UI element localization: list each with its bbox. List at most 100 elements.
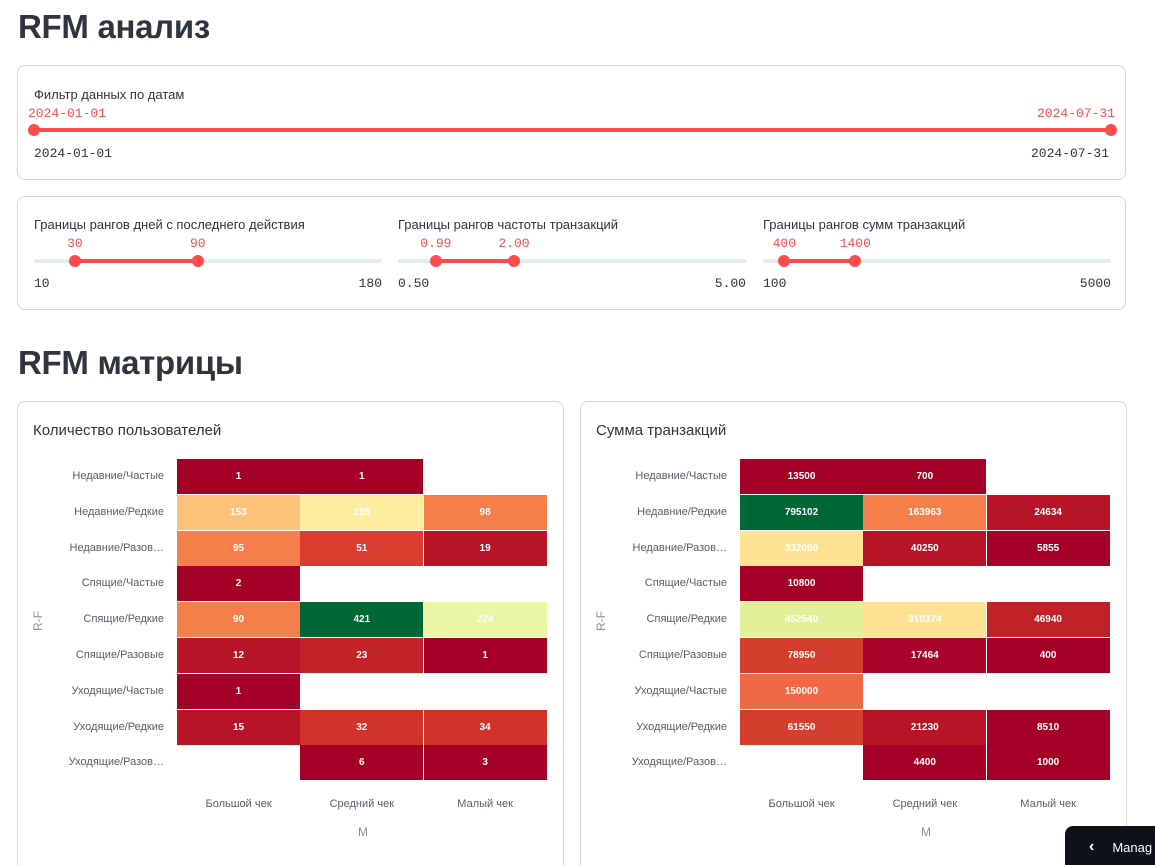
- heatmap-col-label: Малый чек: [457, 798, 513, 810]
- heatmap-cell[interactable]: 1: [423, 638, 547, 673]
- date-filter-panel: Фильтр данных по датам 2024-01-01 2024-0…: [17, 65, 1126, 180]
- page-title: RFM анализ: [18, 8, 210, 45]
- rank-slider-lo-thumb[interactable]: [68, 255, 81, 267]
- heatmap-row-label: Недавние/Частые: [72, 470, 164, 482]
- heatmap-cell[interactable]: 40250: [863, 530, 987, 566]
- heatmap-cell[interactable]: 12: [177, 638, 300, 673]
- rank-slider-lo-value: 30: [67, 236, 83, 251]
- heatmap-cell[interactable]: 61550: [740, 709, 863, 745]
- heatmap-cell[interactable]: 3: [423, 745, 547, 781]
- rank-slider-lo-value: 400: [772, 236, 796, 251]
- rank-slider-max: 5.00: [714, 276, 746, 291]
- heatmap-cell[interactable]: 2: [177, 566, 300, 602]
- heatmap-cell[interactable]: 32: [300, 709, 424, 745]
- heatmap-cell[interactable]: 310374: [863, 602, 987, 638]
- heatmap-cell[interactable]: 19: [423, 530, 547, 566]
- heatmap-row-label: Недавние/Разов…: [632, 541, 727, 554]
- heatmap-row-label: Спящие/Разовые: [75, 649, 164, 661]
- heatmap-cell[interactable]: 795102: [740, 494, 863, 530]
- heatmap-cell[interactable]: 17464: [863, 638, 987, 673]
- heatmap-cell[interactable]: 10800: [740, 566, 863, 602]
- heatmap-row-label: Уходящие/Редкие: [73, 720, 164, 733]
- heatmap-cell[interactable]: 51: [300, 530, 424, 566]
- heatmap-cell[interactable]: 224: [423, 602, 547, 638]
- rank-slider-lo-thumb[interactable]: [778, 255, 791, 267]
- heatmap-col-label: Малый чек: [1020, 798, 1076, 810]
- heatmap-cell[interactable]: 1: [177, 459, 300, 494]
- rank-slider-lo-thumb[interactable]: [429, 255, 442, 267]
- heatmap-cell[interactable]: 1000: [986, 745, 1110, 781]
- rank-slider-recency[interactable]: Границы рангов дней с последнего действи…: [34, 197, 382, 311]
- heatmap-cell[interactable]: 90: [177, 602, 300, 638]
- rank-slider-label: Границы рангов частоты транзакций: [398, 217, 619, 232]
- heatmap-cell[interactable]: 153: [177, 494, 300, 530]
- heatmap-cell[interactable]: 400: [986, 638, 1110, 673]
- heatmap-card-sum: Сумма транзакций Недавние/Частые 13500 700 Н…: [580, 401, 1127, 865]
- chart-title: Сумма транзакций: [596, 422, 727, 439]
- heatmap-cell[interactable]: 421: [300, 602, 424, 638]
- x-axis-title: M: [357, 825, 368, 839]
- rank-slider-min: 0.50: [398, 276, 430, 291]
- heatmap-cell[interactable]: 13500: [740, 459, 863, 494]
- heatmap-row-label: Спящие/Частые: [81, 577, 164, 590]
- heatmap-cell[interactable]: 98: [423, 494, 547, 530]
- date-slider-max: 2024-07-31: [1030, 146, 1109, 161]
- rank-slider-label: Границы рангов дней с последнего действи…: [34, 217, 305, 232]
- heatmap-cell[interactable]: 6: [300, 745, 424, 781]
- heatmap-cell[interactable]: 452540: [740, 602, 863, 638]
- date-slider-min: 2024-01-01: [34, 146, 113, 161]
- chevron-left-icon: ‹: [1089, 838, 1095, 855]
- heatmap-cell[interactable]: 8510: [986, 709, 1110, 745]
- heatmap-cell[interactable]: 163963: [863, 494, 987, 530]
- heatmap-cell[interactable]: 46940: [986, 602, 1110, 638]
- heatmap-cell[interactable]: 195: [300, 494, 424, 530]
- rank-slider-max: 5000: [1079, 276, 1111, 291]
- rank-slider-hi-value: 90: [189, 236, 206, 251]
- heatmap-row-label: Уходящие/Разов…: [631, 756, 727, 769]
- heatmap-cell[interactable]: 332090: [740, 530, 863, 566]
- heatmap-cell[interactable]: 34: [423, 709, 547, 745]
- manage-app-label: Manag: [1112, 839, 1153, 855]
- heatmap-row-label: Уходящие/Частые: [634, 684, 727, 697]
- heatmap-cell[interactable]: 5855: [986, 530, 1110, 566]
- heatmap-cell[interactable]: 95: [177, 530, 300, 566]
- y-axis-title: R-F: [594, 611, 608, 631]
- heatmap-cell[interactable]: 700: [863, 459, 987, 494]
- rank-slider-track: [34, 259, 382, 263]
- rank-slider-monetary[interactable]: Границы рангов сумм транзакций 400 1400 …: [763, 197, 1111, 311]
- rank-slider-hi-thumb[interactable]: [191, 255, 204, 267]
- heatmap-cell[interactable]: 1: [300, 459, 424, 494]
- rank-slider-hi-value: 2.00: [498, 236, 530, 251]
- rank-slider-min: 100: [763, 276, 787, 291]
- date-slider-start-thumb[interactable]: [28, 124, 40, 136]
- heatmap-cell[interactable]: 23: [300, 638, 424, 673]
- chart-title: Количество пользователей: [33, 422, 222, 439]
- heatmap-col-label: Средний чек: [329, 798, 395, 810]
- heatmap-row-label: Спящие/Редкие: [83, 613, 164, 626]
- manage-app-button[interactable]: ‹ Manag: [1065, 826, 1155, 865]
- heatmap-row-label: Уходящие/Частые: [71, 684, 164, 697]
- heatmap-col-label: Большой чек: [768, 798, 835, 810]
- x-axis-title: M: [920, 825, 931, 839]
- heatmap-row-label: Недавние/Разов…: [69, 541, 164, 554]
- heatmap-row-label: Недавние/Редкие: [637, 505, 727, 518]
- rank-slider-max: 180: [358, 276, 382, 291]
- rank-sliders-panel: Границы рангов дней с последнего действи…: [17, 196, 1126, 310]
- date-filter-label: Фильтр данных по датам: [34, 87, 185, 102]
- heatmap-row-label: Спящие/Частые: [644, 577, 727, 590]
- heatmap-cell[interactable]: 21230: [863, 709, 987, 745]
- rank-slider-hi-thumb[interactable]: [508, 255, 520, 267]
- heatmap-cell[interactable]: 1: [177, 673, 300, 709]
- date-slider-end-thumb[interactable]: [1105, 124, 1117, 136]
- heatmap-cell[interactable]: 4400: [863, 745, 987, 781]
- heatmap-col-label: Средний чек: [892, 798, 958, 810]
- date-slider-end-value: 2024-07-31: [1036, 106, 1115, 121]
- rank-slider-frequency[interactable]: Границы рангов частоты транзакций 0.99 2…: [398, 197, 746, 311]
- heatmap-row-label: Уходящие/Редкие: [636, 720, 727, 733]
- heatmap-cell[interactable]: 78950: [740, 638, 863, 673]
- heatmap-cell[interactable]: 150000: [740, 673, 863, 709]
- rank-slider-hi-thumb[interactable]: [849, 255, 862, 267]
- heatmap-cell[interactable]: 15: [177, 709, 300, 745]
- heatmap-row-label: Уходящие/Разов…: [68, 756, 164, 769]
- heatmap-cell[interactable]: 24634: [986, 494, 1110, 530]
